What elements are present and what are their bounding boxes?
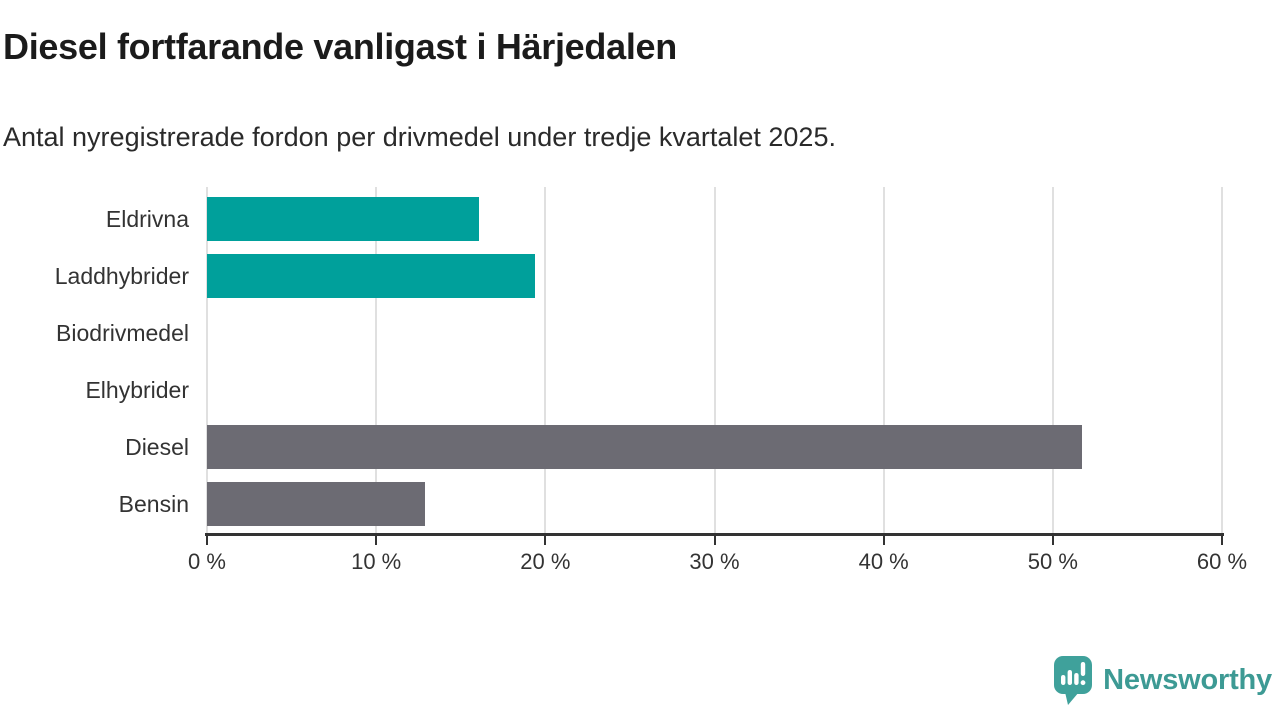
axis-tick xyxy=(882,536,885,545)
chart-row: Diesel xyxy=(0,419,1222,476)
bar-cell xyxy=(207,248,1222,305)
axis-tick-label: 0 % xyxy=(188,549,226,574)
category-label: Bensin xyxy=(118,491,189,517)
axis-tick xyxy=(1051,536,1054,545)
gridline xyxy=(1221,187,1223,533)
chart-row: Elhybrider xyxy=(0,362,1222,419)
chart-row: Biodrivmedel xyxy=(0,305,1222,362)
bar xyxy=(207,254,536,298)
bar xyxy=(207,482,426,526)
newsworthy-bubble-chart-icon xyxy=(1054,656,1093,705)
axis-tick-label: 60 % xyxy=(1196,549,1248,574)
axis-tick-label: 20 % xyxy=(520,549,571,574)
x-axis-line xyxy=(205,533,1224,536)
bar xyxy=(207,425,1082,469)
chart-row: Bensin xyxy=(0,476,1222,533)
brand-name: Newsworthy xyxy=(1103,664,1272,696)
x-axis-tick-labels: 0 % 10 % 20 % 30 % 40 % 50 % 60 % xyxy=(188,549,1247,577)
gridline xyxy=(882,187,885,533)
chart-title: Diesel fortfarande vanligast i Härjedale… xyxy=(3,26,677,67)
chart-rows: Eldrivna Laddhybrider Biodrivmedel Elhybrid… xyxy=(0,191,1222,533)
category-label: Diesel xyxy=(125,434,189,460)
bar xyxy=(207,197,480,241)
axis-tick-label: 50 % xyxy=(1027,549,1078,574)
axis-tick xyxy=(1221,536,1223,545)
x-axis-ticks xyxy=(206,536,1223,545)
gridline xyxy=(1051,187,1054,533)
bar-cell xyxy=(207,476,1222,533)
gridline xyxy=(375,187,378,533)
bar-cell xyxy=(207,419,1222,476)
axis-tick xyxy=(206,536,208,545)
category-label: Biodrivmedel xyxy=(56,320,189,346)
gridline xyxy=(713,187,716,533)
bar-cell xyxy=(207,362,1222,419)
newsworthy-logo: Newsworthy xyxy=(1053,655,1272,706)
gridline xyxy=(544,187,547,533)
horizontal-bar-chart: Eldrivna Laddhybrider Biodrivmedel Elhybrid… xyxy=(0,187,1247,591)
category-label: Elhybrider xyxy=(85,377,189,403)
category-label: Eldrivna xyxy=(105,206,189,232)
axis-tick-label: 40 % xyxy=(858,549,909,574)
gridline xyxy=(206,187,208,533)
bar-cell xyxy=(207,191,1222,248)
chart-row: Laddhybrider xyxy=(0,248,1222,305)
gridlines-layer xyxy=(206,187,1223,533)
axis-tick-label: 30 % xyxy=(689,549,740,574)
axis-tick xyxy=(544,536,547,545)
axis-tick xyxy=(375,536,378,545)
chart-row: Eldrivna xyxy=(0,191,1222,248)
bar-cell xyxy=(207,305,1222,362)
chart-subtitle: Antal nyregistrerade fordon per drivmede… xyxy=(3,122,836,152)
category-label: Laddhybrider xyxy=(54,263,189,289)
axis-tick xyxy=(713,536,716,545)
axis-tick-label: 10 % xyxy=(351,549,402,574)
